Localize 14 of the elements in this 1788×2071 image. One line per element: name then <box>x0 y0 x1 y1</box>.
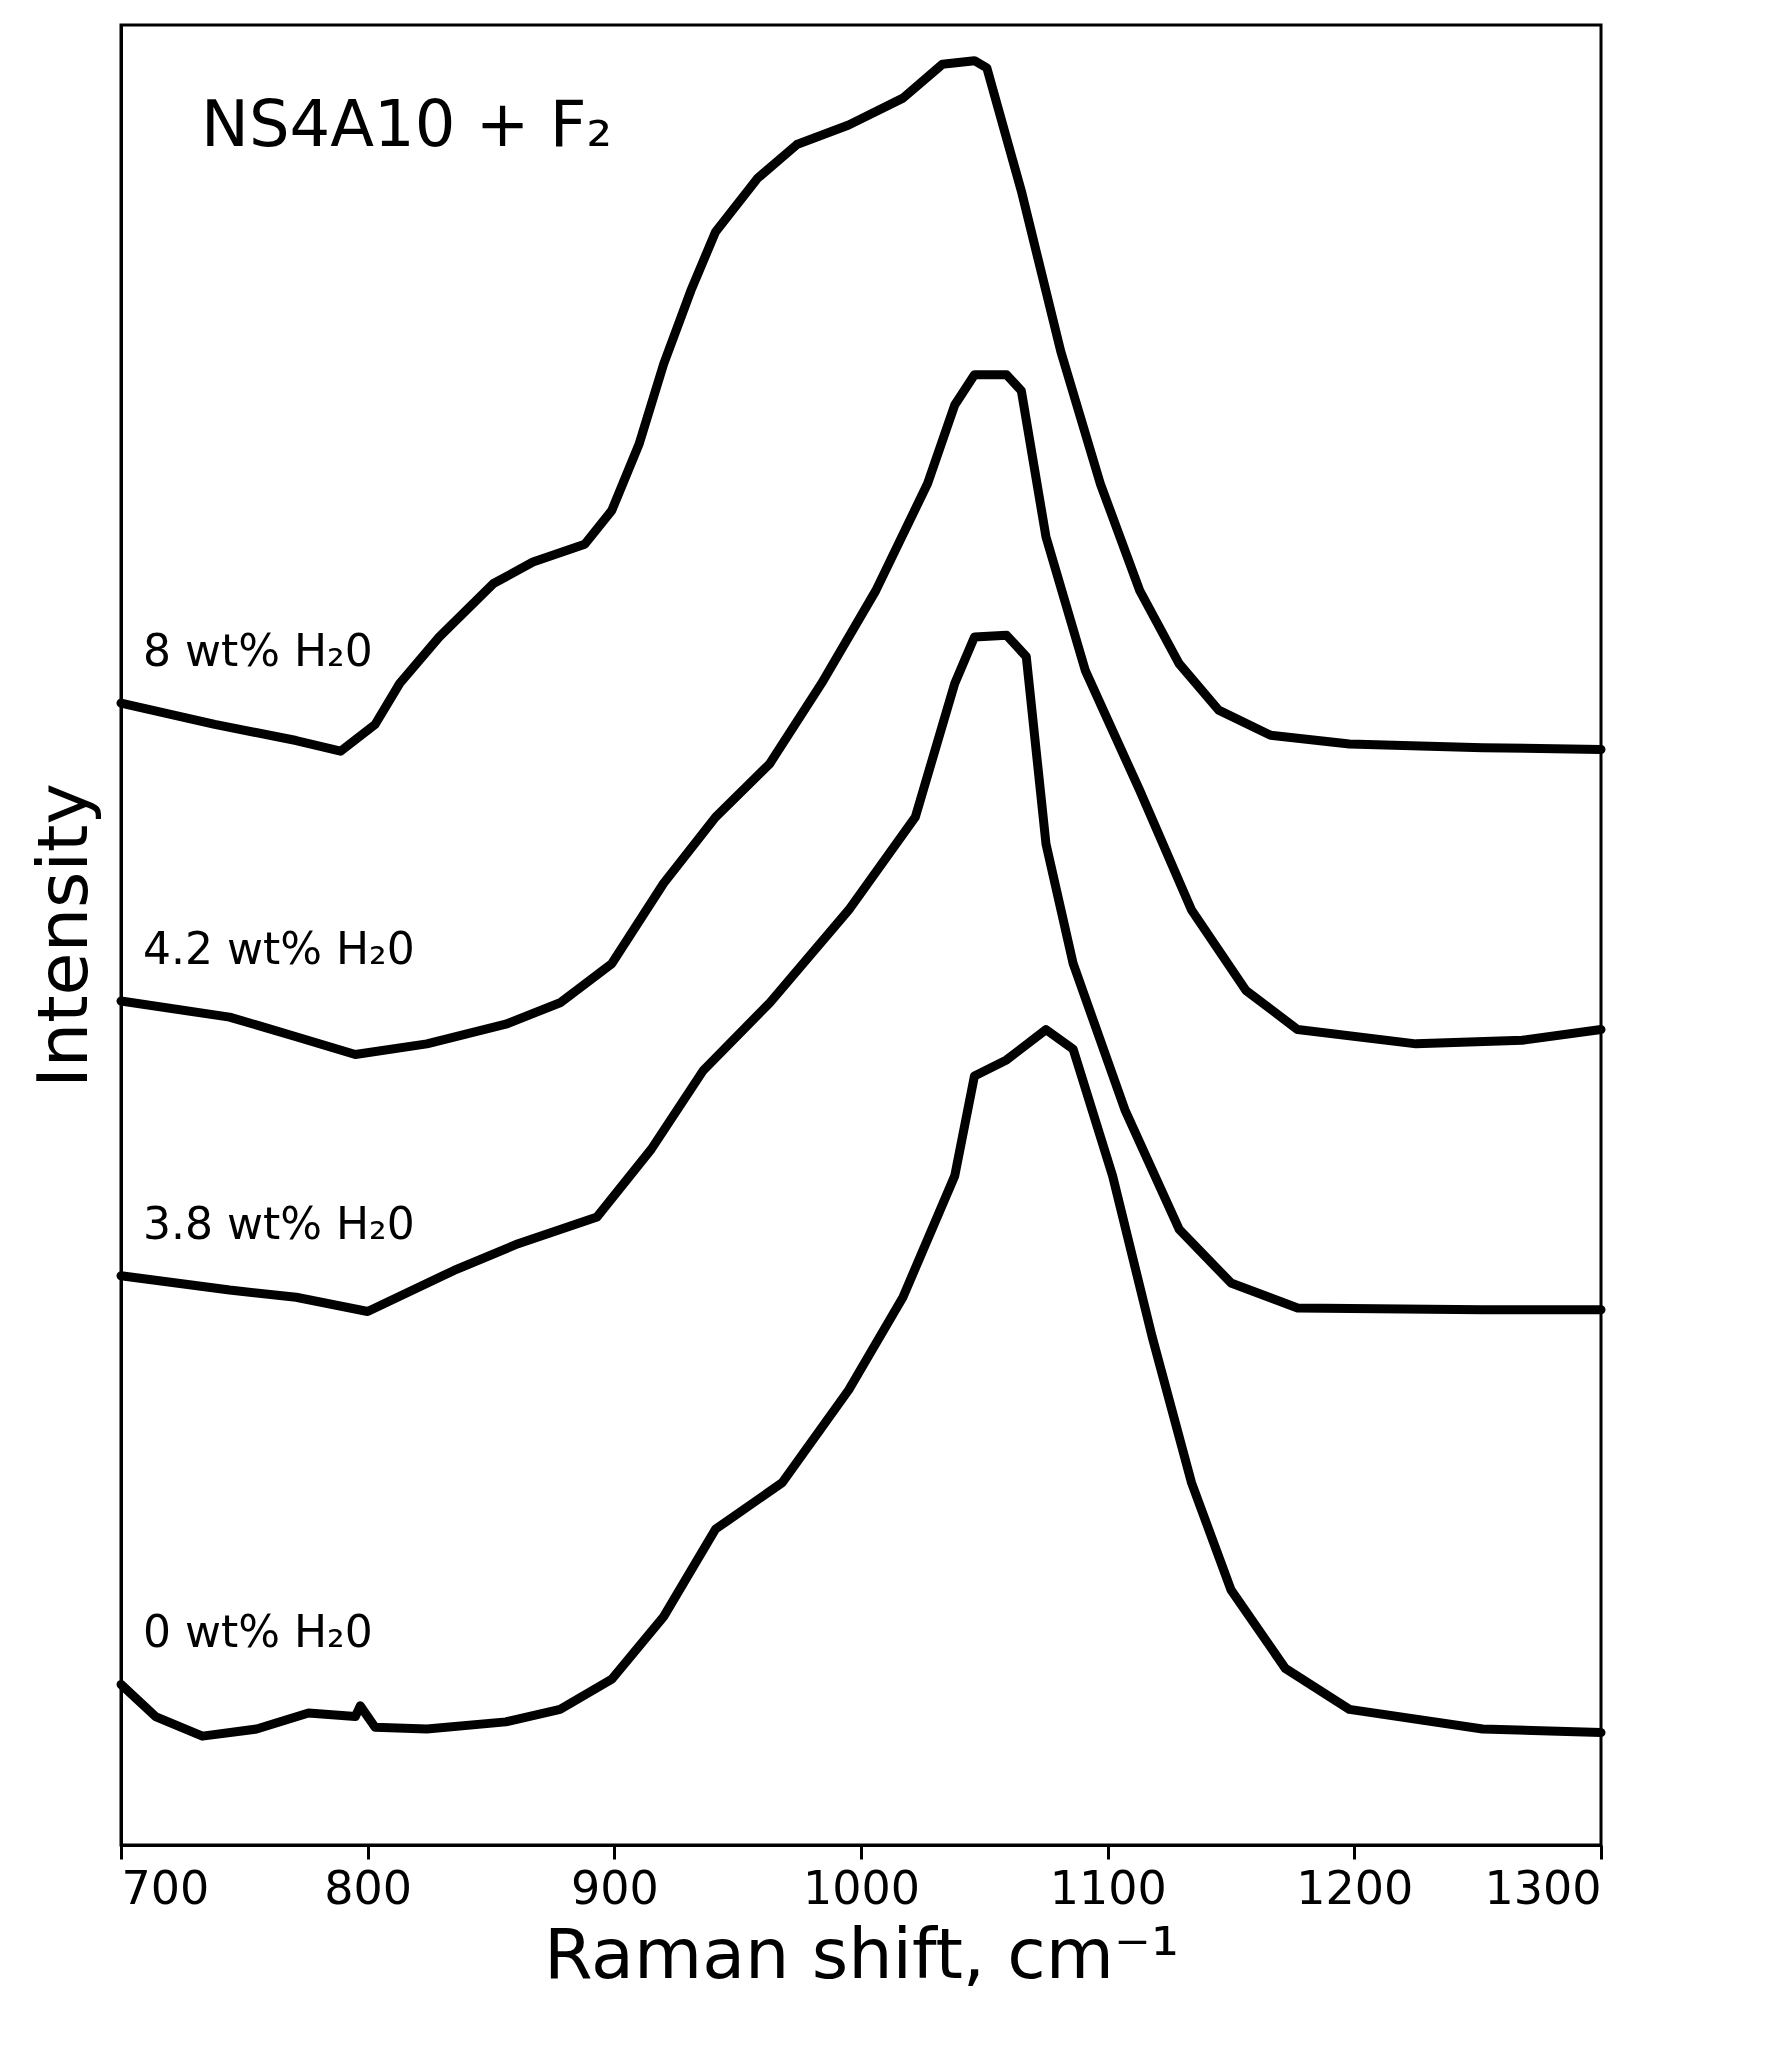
x-tick-label: 1300 <box>1484 1860 1602 1915</box>
series-label: 3.8 wt% H₂0 <box>143 1197 415 1249</box>
series-label: 8 wt% H₂0 <box>143 625 373 677</box>
series-label: 0 wt% H₂0 <box>143 1606 373 1658</box>
x-tick-label: 1200 <box>1296 1860 1414 1915</box>
x-tick-label: 700 <box>121 1860 210 1915</box>
y-axis-title: Intensity <box>21 783 104 1088</box>
series-label: 4.2 wt% H₂0 <box>143 923 415 975</box>
x-axis-title: Raman shift, cm⁻¹ <box>543 1912 1180 1995</box>
x-tick-label: 800 <box>324 1860 413 1915</box>
x-tick-label: 1000 <box>802 1860 921 1915</box>
chart-title: NS4A10 + F₂ <box>201 87 613 161</box>
x-tick-label: 1100 <box>1049 1860 1167 1915</box>
x-tick-label: 900 <box>570 1860 659 1915</box>
